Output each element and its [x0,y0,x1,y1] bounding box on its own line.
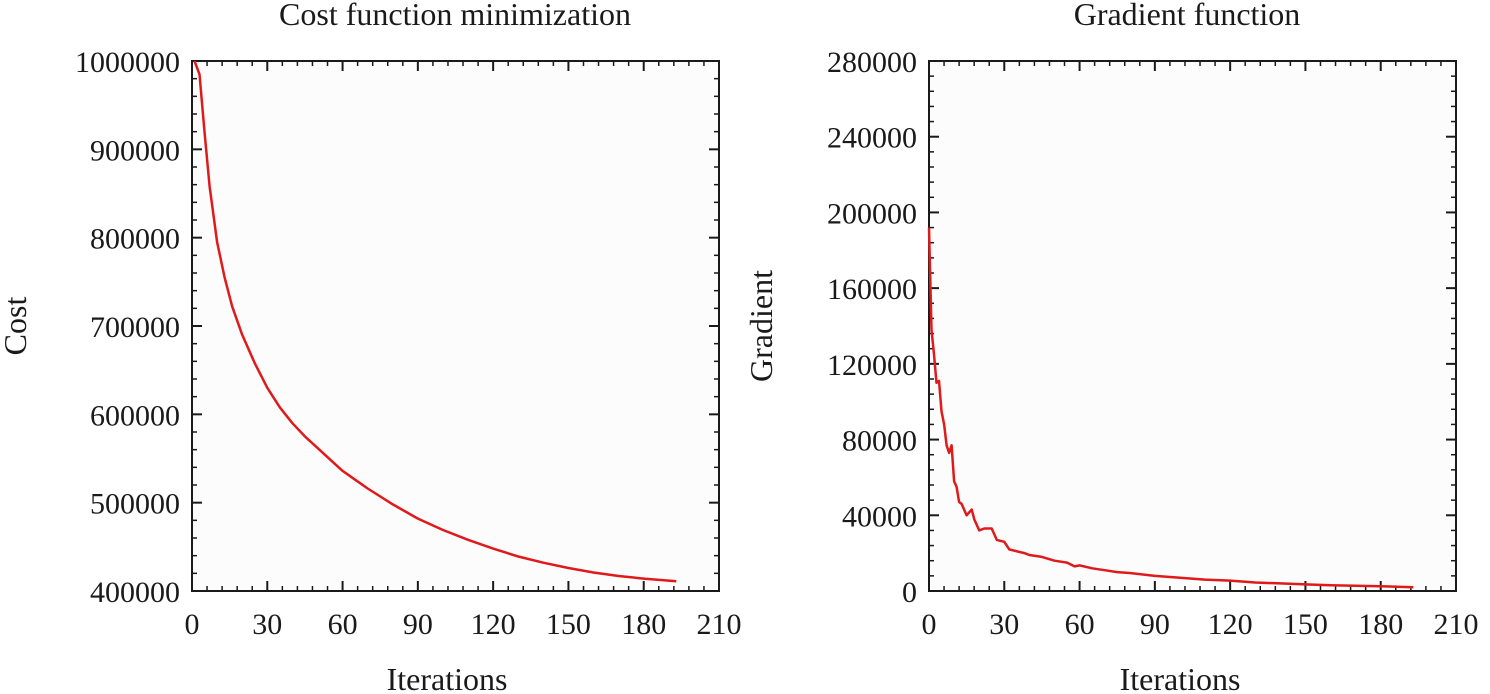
gradient-series-line-0 [927,227,1414,589]
cost-xtick-label: 150 [546,608,591,641]
cost-xtick-label: 90 [403,608,433,641]
cost-xtick-label: 60 [328,608,358,641]
cost-ytick-label: 500000 [90,488,180,521]
cost-ytick-label: 400000 [90,576,180,609]
cost-ytick-label: 700000 [90,311,180,344]
gradient-xtick-label: 0 [922,608,937,641]
gradient-ytick-label: 160000 [827,273,917,306]
cost-xtick-label: 0 [185,608,200,641]
gradient-xtick-label: 30 [989,608,1019,641]
gradient-xtick-label: 180 [1358,608,1403,641]
cost-ytick-label: 800000 [90,223,180,256]
gradient-ytick-label: 240000 [827,122,917,155]
gradient-chart-ylabel: Gradient [743,270,779,382]
cost-chart-title: Cost function minimization [279,0,631,32]
gradient-xtick-label: 90 [1140,608,1170,641]
cost-chart-xlabel: Iterations [387,661,508,694]
cost-plot-area [191,60,720,592]
gradient-ytick-label: 40000 [842,500,917,533]
cost-xtick-label: 210 [697,608,742,641]
cost-chart-ylabel: Cost [0,297,33,356]
gradient-xtick-label: 150 [1283,608,1328,641]
gradient-ytick-label: 80000 [842,425,917,458]
gradient-chart-title: Gradient function [1074,0,1301,32]
gradient-xtick-label: 60 [1065,608,1095,641]
gradient-plot-area [928,60,1457,592]
gradient-ytick-label: 0 [902,576,917,609]
cost-xtick-label: 120 [471,608,516,641]
cost-ytick-label: 1000000 [75,46,180,79]
gradient-ytick-label: 120000 [827,349,917,382]
cost-xtick-label: 30 [252,608,282,641]
gradient-chart-xlabel: Iterations [1120,661,1241,694]
gradient-ytick-label: 200000 [827,197,917,230]
cost-series-line-0 [193,60,677,583]
cost-chart: Cost function minimization Iterations Co… [0,0,742,694]
gradient-xtick-label: 120 [1208,608,1253,641]
gradient-xtick-label: 210 [1434,608,1479,641]
cost-xtick-label: 180 [621,608,666,641]
gradient-chart: Gradient function Iterations Gradient 0 3… [743,0,1479,694]
gradient-ytick-label: 280000 [827,46,917,79]
cost-ytick-label: 900000 [90,134,180,167]
cost-ytick-label: 600000 [90,399,180,432]
